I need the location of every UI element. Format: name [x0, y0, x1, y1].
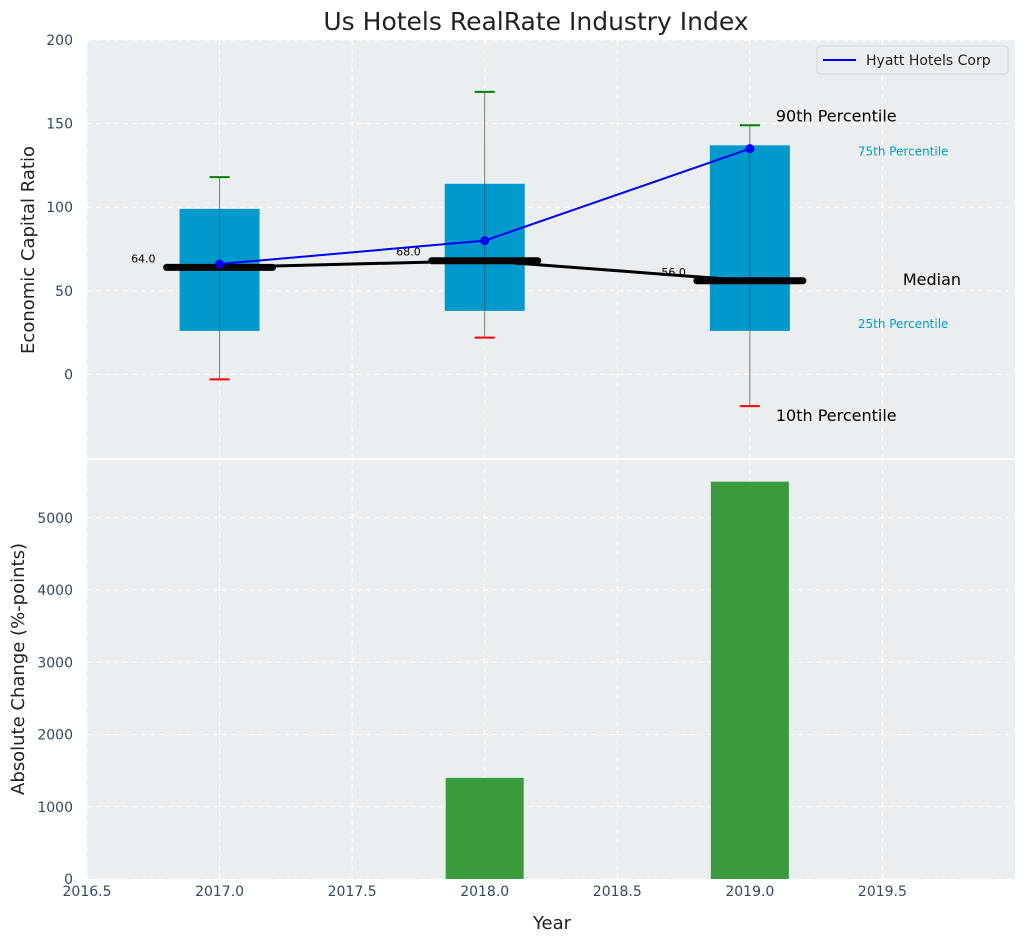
x-tick-label: 2017.5 — [328, 884, 377, 900]
annotation-p90: 90th Percentile — [776, 106, 897, 125]
change-bar — [445, 777, 524, 879]
top-y-axis-label: Economic Capital Ratio — [18, 146, 39, 354]
top-y-tick-label: 100 — [46, 200, 73, 216]
legend-label-hyatt: Hyatt Hotels Corp — [866, 53, 991, 69]
median-value-label: 64.0 — [131, 252, 156, 265]
x-tick-label: 2019.0 — [725, 884, 774, 900]
bottom-y-tick-label: 3000 — [37, 655, 73, 671]
annotation-p75: 75th Percentile — [858, 144, 949, 158]
series-point-hyatt — [745, 144, 755, 154]
x-tick-label: 2019.5 — [858, 884, 907, 900]
x-tick-label: 2018.5 — [593, 884, 642, 900]
x-tick-label: 2018.0 — [460, 884, 509, 900]
bottom-y-tick-label: 5000 — [37, 511, 73, 527]
top-y-tick-label: 0 — [64, 367, 73, 383]
bottom-y-tick-label: 1000 — [37, 800, 73, 816]
top-y-tick-label: 200 — [46, 33, 73, 49]
bottom-y-axis-label: Absolute Change (%-points) — [8, 543, 29, 795]
change-bar — [710, 481, 789, 879]
x-tick-label: 2016.5 — [63, 884, 112, 900]
legend-box — [816, 45, 1009, 75]
bottom-y-tick-label: 4000 — [37, 583, 73, 599]
bottom-y-tick-label: 2000 — [37, 728, 73, 744]
median-value-label: 56.0 — [661, 266, 686, 279]
annotation-p25: 25th Percentile — [858, 317, 949, 331]
x-axis-label: Year — [532, 913, 572, 934]
series-point-hyatt — [215, 259, 225, 269]
bottom-panel: 2016.5 2017.0 2017.5 2018.0 2018.5 2019.0 2019… — [37, 458, 1015, 900]
series-point-hyatt — [480, 236, 490, 246]
bottom-plot-area — [87, 460, 1015, 879]
annotation-median: Median — [903, 270, 961, 289]
legend: Hyatt Hotels Corp — [816, 45, 1009, 75]
median-value-label: 68.0 — [396, 246, 421, 259]
top-panel: 0 50 100 150 200 64.0 68.0 56.0 90th Percentile 7… — [46, 33, 1015, 458]
x-tick-label: 2017.0 — [195, 884, 244, 900]
chart-title: Us Hotels RealRate Industry Index — [323, 7, 748, 36]
top-y-tick-label: 50 — [55, 284, 73, 300]
annotation-p10: 10th Percentile — [776, 406, 897, 425]
bottom-y-tick-label: 0 — [64, 872, 73, 888]
top-y-tick-label: 150 — [46, 117, 73, 133]
